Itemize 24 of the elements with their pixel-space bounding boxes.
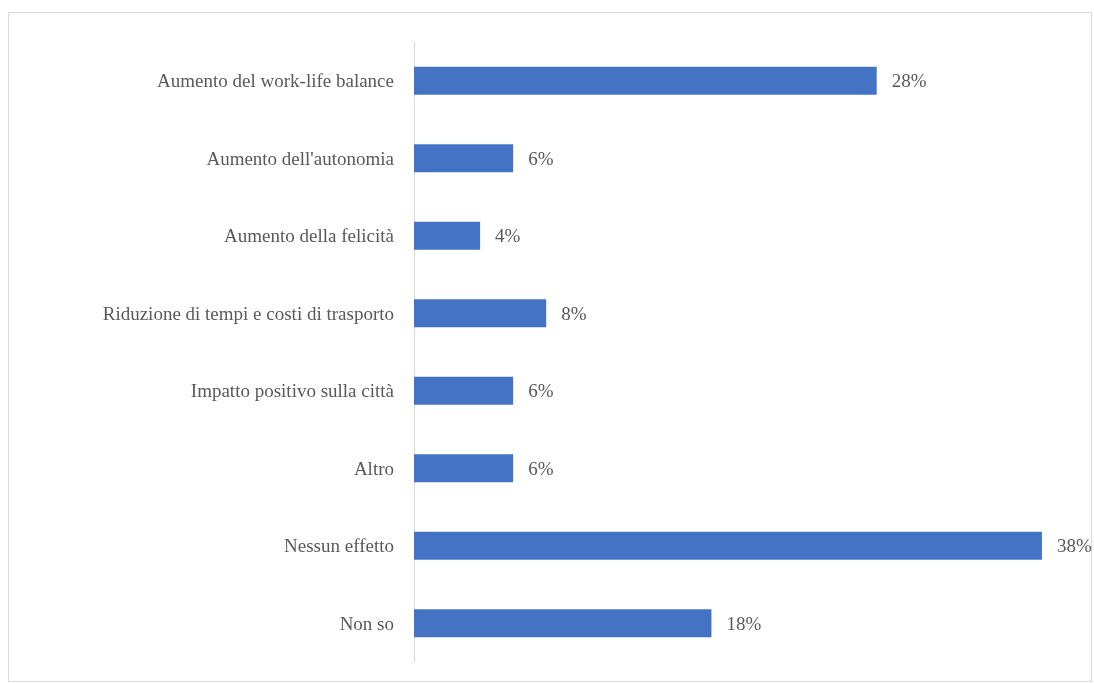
bar [414, 66, 877, 95]
bar [414, 299, 547, 328]
bar [414, 609, 712, 638]
y-tick-label: Aumento dell'autonomia [206, 147, 395, 169]
bar [414, 531, 1042, 560]
y-tick-label: Aumento del work-life balance [157, 70, 394, 92]
y-tick-label: Nessun effetto [284, 535, 394, 557]
bar [414, 376, 514, 405]
bar [414, 454, 514, 483]
y-tick-label: Riduzione di tempi e costi di trasporto [102, 302, 394, 324]
y-tick-label: Altro [353, 457, 394, 479]
data-label: 38% [1056, 535, 1092, 557]
y-tick-label: Impatto positivo sulla città [190, 380, 395, 402]
data-label: 28% [891, 70, 927, 92]
data-label: 8% [561, 302, 587, 324]
y-tick-label: Aumento della felicità [224, 225, 395, 247]
data-label: 18% [726, 612, 762, 634]
data-label: 6% [528, 380, 554, 402]
y-tick-label: Non so [339, 612, 394, 634]
data-label: 4% [495, 225, 521, 247]
bar [414, 144, 514, 173]
data-label: 6% [528, 457, 554, 479]
data-label: 6% [528, 147, 554, 169]
bar [414, 221, 481, 250]
